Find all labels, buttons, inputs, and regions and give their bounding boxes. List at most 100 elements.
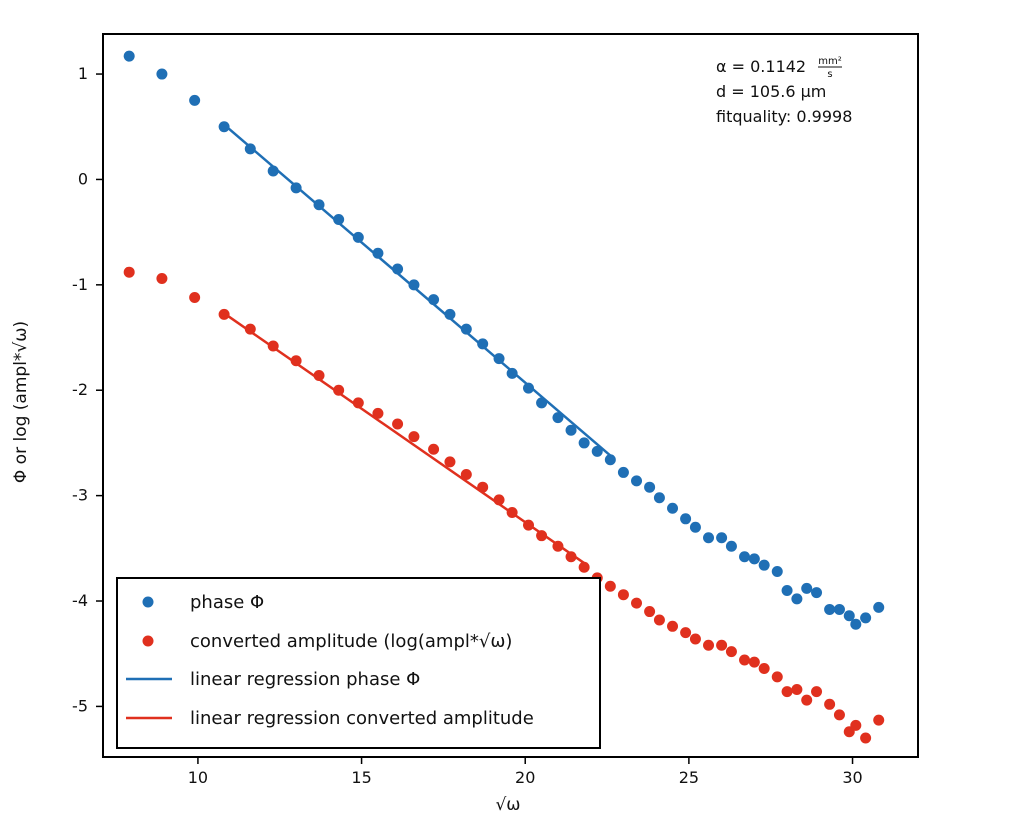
amplitude-point: [617, 589, 629, 601]
amplitude-point: [739, 654, 751, 666]
amplitude-point: [850, 719, 862, 731]
x-tick-label: 10: [188, 768, 208, 787]
phase-point: [565, 424, 577, 436]
legend-label-amplitude: converted amplitude (log(ampl*√ω): [190, 631, 512, 652]
phase-point: [667, 502, 679, 514]
phase-point: [523, 382, 535, 394]
phase-point: [833, 603, 845, 615]
amplitude-point: [725, 646, 737, 658]
y-tick-label: 1: [78, 64, 88, 83]
phase-point: [372, 247, 384, 259]
x-axis-title: √ω: [495, 795, 520, 815]
amplitude-point: [811, 686, 823, 698]
y-tick-label: -5: [72, 696, 88, 715]
phase-point: [552, 412, 564, 424]
phase-point: [617, 466, 629, 478]
x-axis: 10 15 20 25 30: [188, 757, 863, 787]
legend: phase Φ converted amplitude (log(ampl*√ω…: [116, 577, 601, 749]
amplitude-point: [873, 714, 885, 726]
amplitude-point: [644, 606, 656, 618]
amplitude-point: [460, 469, 472, 481]
annotation-d: d = 105.6 µm: [716, 82, 826, 101]
phase-point: [218, 121, 230, 133]
phase-point: [689, 521, 701, 533]
phase-point: [644, 481, 656, 493]
phase-point: [801, 582, 813, 594]
amplitude-point: [189, 291, 201, 303]
amplitude-point: [771, 671, 783, 683]
amplitude-point: [703, 639, 715, 651]
y-tick-label: -2: [72, 380, 88, 399]
legend-label-phase-fit: linear regression phase Φ: [190, 669, 420, 690]
amplitude-point: [578, 561, 590, 573]
phase-point: [716, 532, 728, 544]
x-tick-label: 25: [679, 768, 699, 787]
phase-point: [860, 612, 872, 624]
amplitude-point: [781, 686, 793, 698]
legend-label-amplitude-fit: linear regression converted amplitude: [190, 708, 534, 729]
amplitude-point: [689, 633, 701, 645]
phase-point: [873, 601, 885, 613]
x-tick-label: 30: [842, 768, 862, 787]
legend-label-phase: phase Φ: [190, 592, 264, 613]
phase-point: [703, 532, 715, 544]
amplitude-point: [631, 597, 643, 609]
phase-point: [680, 513, 692, 525]
phase-point: [771, 566, 783, 578]
phase-point: [123, 50, 135, 62]
phase-point: [631, 475, 643, 487]
phase-point: [653, 492, 665, 504]
amplitude-point: [565, 551, 577, 563]
y-axis-title: Φ or log (ampl*√ω): [11, 321, 31, 483]
y-axis: 1 0 -1 -2 -3 -4 -5: [72, 64, 103, 715]
phase-point: [333, 213, 345, 225]
amplitude-point: [824, 698, 836, 710]
y-tick-label: -1: [72, 275, 88, 294]
amplitude-point: [748, 656, 760, 668]
phase-point: [578, 437, 590, 449]
legend-marker-amplitude: [142, 635, 154, 647]
amplitude-point: [860, 732, 872, 744]
legend-box: [116, 577, 601, 749]
legend-marker-phase: [142, 596, 154, 608]
amplitude-point: [791, 684, 803, 696]
phase-point: [725, 540, 737, 552]
phase-point: [791, 593, 803, 605]
amplitude-point: [653, 614, 665, 626]
amplitude-point: [680, 627, 692, 639]
annotation-alpha-unit-den: s: [827, 69, 832, 80]
phase-point: [748, 553, 760, 565]
phase-point: [477, 338, 489, 350]
amplitude-point: [392, 418, 404, 430]
regression-line-2: [223, 123, 612, 457]
phase-point: [739, 551, 751, 563]
amplitude-point: [333, 384, 345, 396]
phase-point: [189, 94, 201, 106]
amplitude-point: [372, 407, 384, 419]
phase-point: [843, 610, 855, 622]
phase-point: [824, 603, 836, 615]
annotation-box: α = 0.1142 mm² s d = 105.6 µm fitquality…: [716, 56, 852, 126]
amplitude-point: [156, 273, 168, 285]
phase-point: [758, 559, 770, 571]
phase-point: [591, 445, 603, 457]
amplitude-point: [428, 443, 440, 455]
y-tick-label: 0: [78, 169, 88, 188]
phase-point: [781, 584, 793, 596]
regression-line-3: [223, 312, 585, 565]
amplitude-point: [833, 709, 845, 721]
phase-point: [850, 618, 862, 630]
y-tick-label: -3: [72, 486, 88, 505]
amplitude-point: [290, 355, 302, 367]
phase-point: [811, 587, 823, 599]
annotation-fitquality: fitquality: 0.9998: [716, 107, 852, 126]
amplitude-point: [123, 266, 135, 278]
amplitude-point: [408, 431, 420, 443]
amplitude-point: [716, 639, 728, 651]
phase-point: [408, 279, 420, 291]
x-tick-label: 15: [351, 768, 371, 787]
phase-point: [460, 323, 472, 335]
amplitude-point: [667, 620, 679, 632]
phase-point: [352, 231, 364, 243]
